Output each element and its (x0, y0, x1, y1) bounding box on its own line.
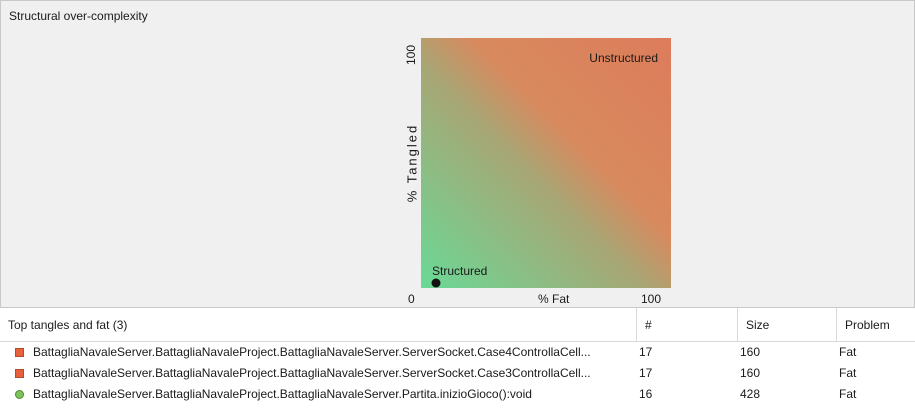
top-tangles-table: Top tangles and fat (3) # Size Problem B… (0, 307, 915, 409)
row-name: BattagliaNavaleServer.BattagliaNavalePro… (33, 345, 591, 359)
table-row[interactable]: BattagliaNavaleServer.BattagliaNavalePro… (0, 363, 915, 384)
y-axis-label: % Tangled (404, 123, 420, 203)
y-tick-max: 100 (404, 44, 418, 66)
row-count: 17 (639, 366, 653, 380)
table-row[interactable]: BattagliaNavaleServer.BattagliaNavalePro… (0, 384, 915, 405)
row-size: 160 (740, 345, 761, 359)
column-header-problem[interactable]: Problem (836, 308, 915, 341)
square-icon (15, 369, 24, 378)
x-tick-min: 0 (408, 292, 415, 306)
row-count: 17 (639, 345, 653, 359)
panel-title: Structural over-complexity (9, 9, 148, 23)
complexity-chart: Unstructured Structured (421, 38, 671, 288)
row-problem: Fat (839, 387, 857, 401)
row-name: BattagliaNavaleServer.BattagliaNavalePro… (33, 366, 591, 380)
row-size: 428 (740, 387, 761, 401)
row-problem: Fat (839, 366, 857, 380)
unstructured-label: Unstructured (589, 51, 658, 65)
x-axis-label: % Fat (538, 292, 570, 306)
column-header-name[interactable]: Top tangles and fat (3) (8, 318, 128, 332)
table-header: Top tangles and fat (3) # Size Problem (0, 308, 915, 342)
row-count: 16 (639, 387, 653, 401)
row-size: 160 (740, 366, 761, 380)
structural-overcomplexity-panel: Structural over-complexity Unstructured … (0, 0, 915, 308)
row-name: BattagliaNavaleServer.BattagliaNavalePro… (33, 387, 532, 401)
x-tick-max: 100 (641, 292, 662, 306)
circle-icon (15, 390, 24, 399)
column-header-count[interactable]: # (636, 308, 737, 341)
table-row[interactable]: BattagliaNavaleServer.BattagliaNavalePro… (0, 342, 915, 363)
square-icon (15, 348, 24, 357)
data-point-marker (431, 278, 441, 288)
column-header-size[interactable]: Size (737, 308, 836, 341)
structured-label: Structured (432, 264, 488, 278)
row-problem: Fat (839, 345, 857, 359)
